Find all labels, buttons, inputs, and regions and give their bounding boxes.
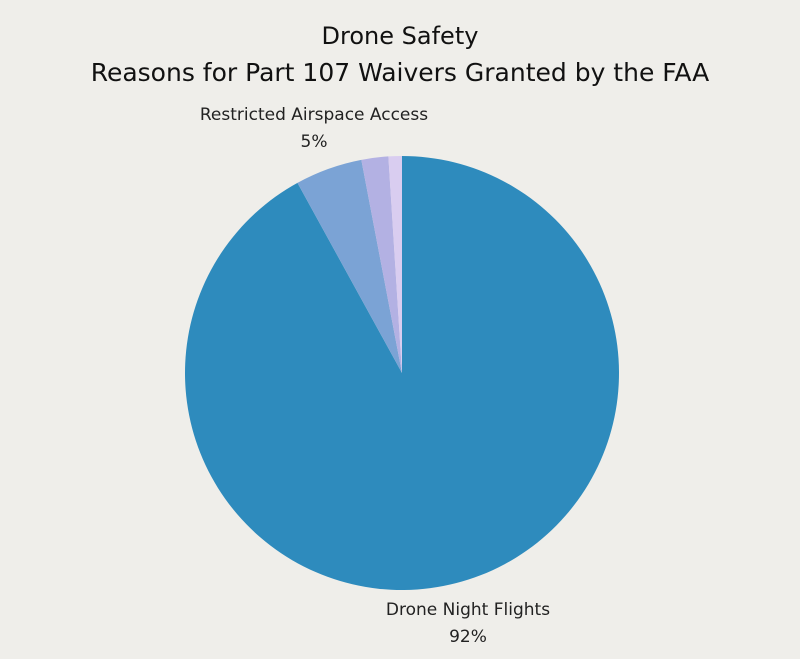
slice-label-restricted-airspace: Restricted Airspace Access 5% bbox=[164, 102, 464, 156]
slice-value: 5% bbox=[300, 132, 328, 152]
pie-slice-0 bbox=[184, 156, 619, 591]
chart-title: Reasons for Part 107 Waivers Granted by … bbox=[90, 58, 710, 87]
pie-slice-3 bbox=[388, 156, 402, 373]
pie-slice-2 bbox=[361, 156, 402, 373]
chart-subtitle: Drone Safety bbox=[321, 22, 479, 50]
slice-name: Restricted Airspace Access bbox=[199, 105, 429, 125]
pie-slice-1 bbox=[297, 159, 402, 373]
slice-label-night-flights: Drone Night Flights 92% bbox=[318, 597, 618, 651]
slice-value: 92% bbox=[449, 627, 487, 647]
slice-name: Drone Night Flights bbox=[385, 600, 551, 620]
